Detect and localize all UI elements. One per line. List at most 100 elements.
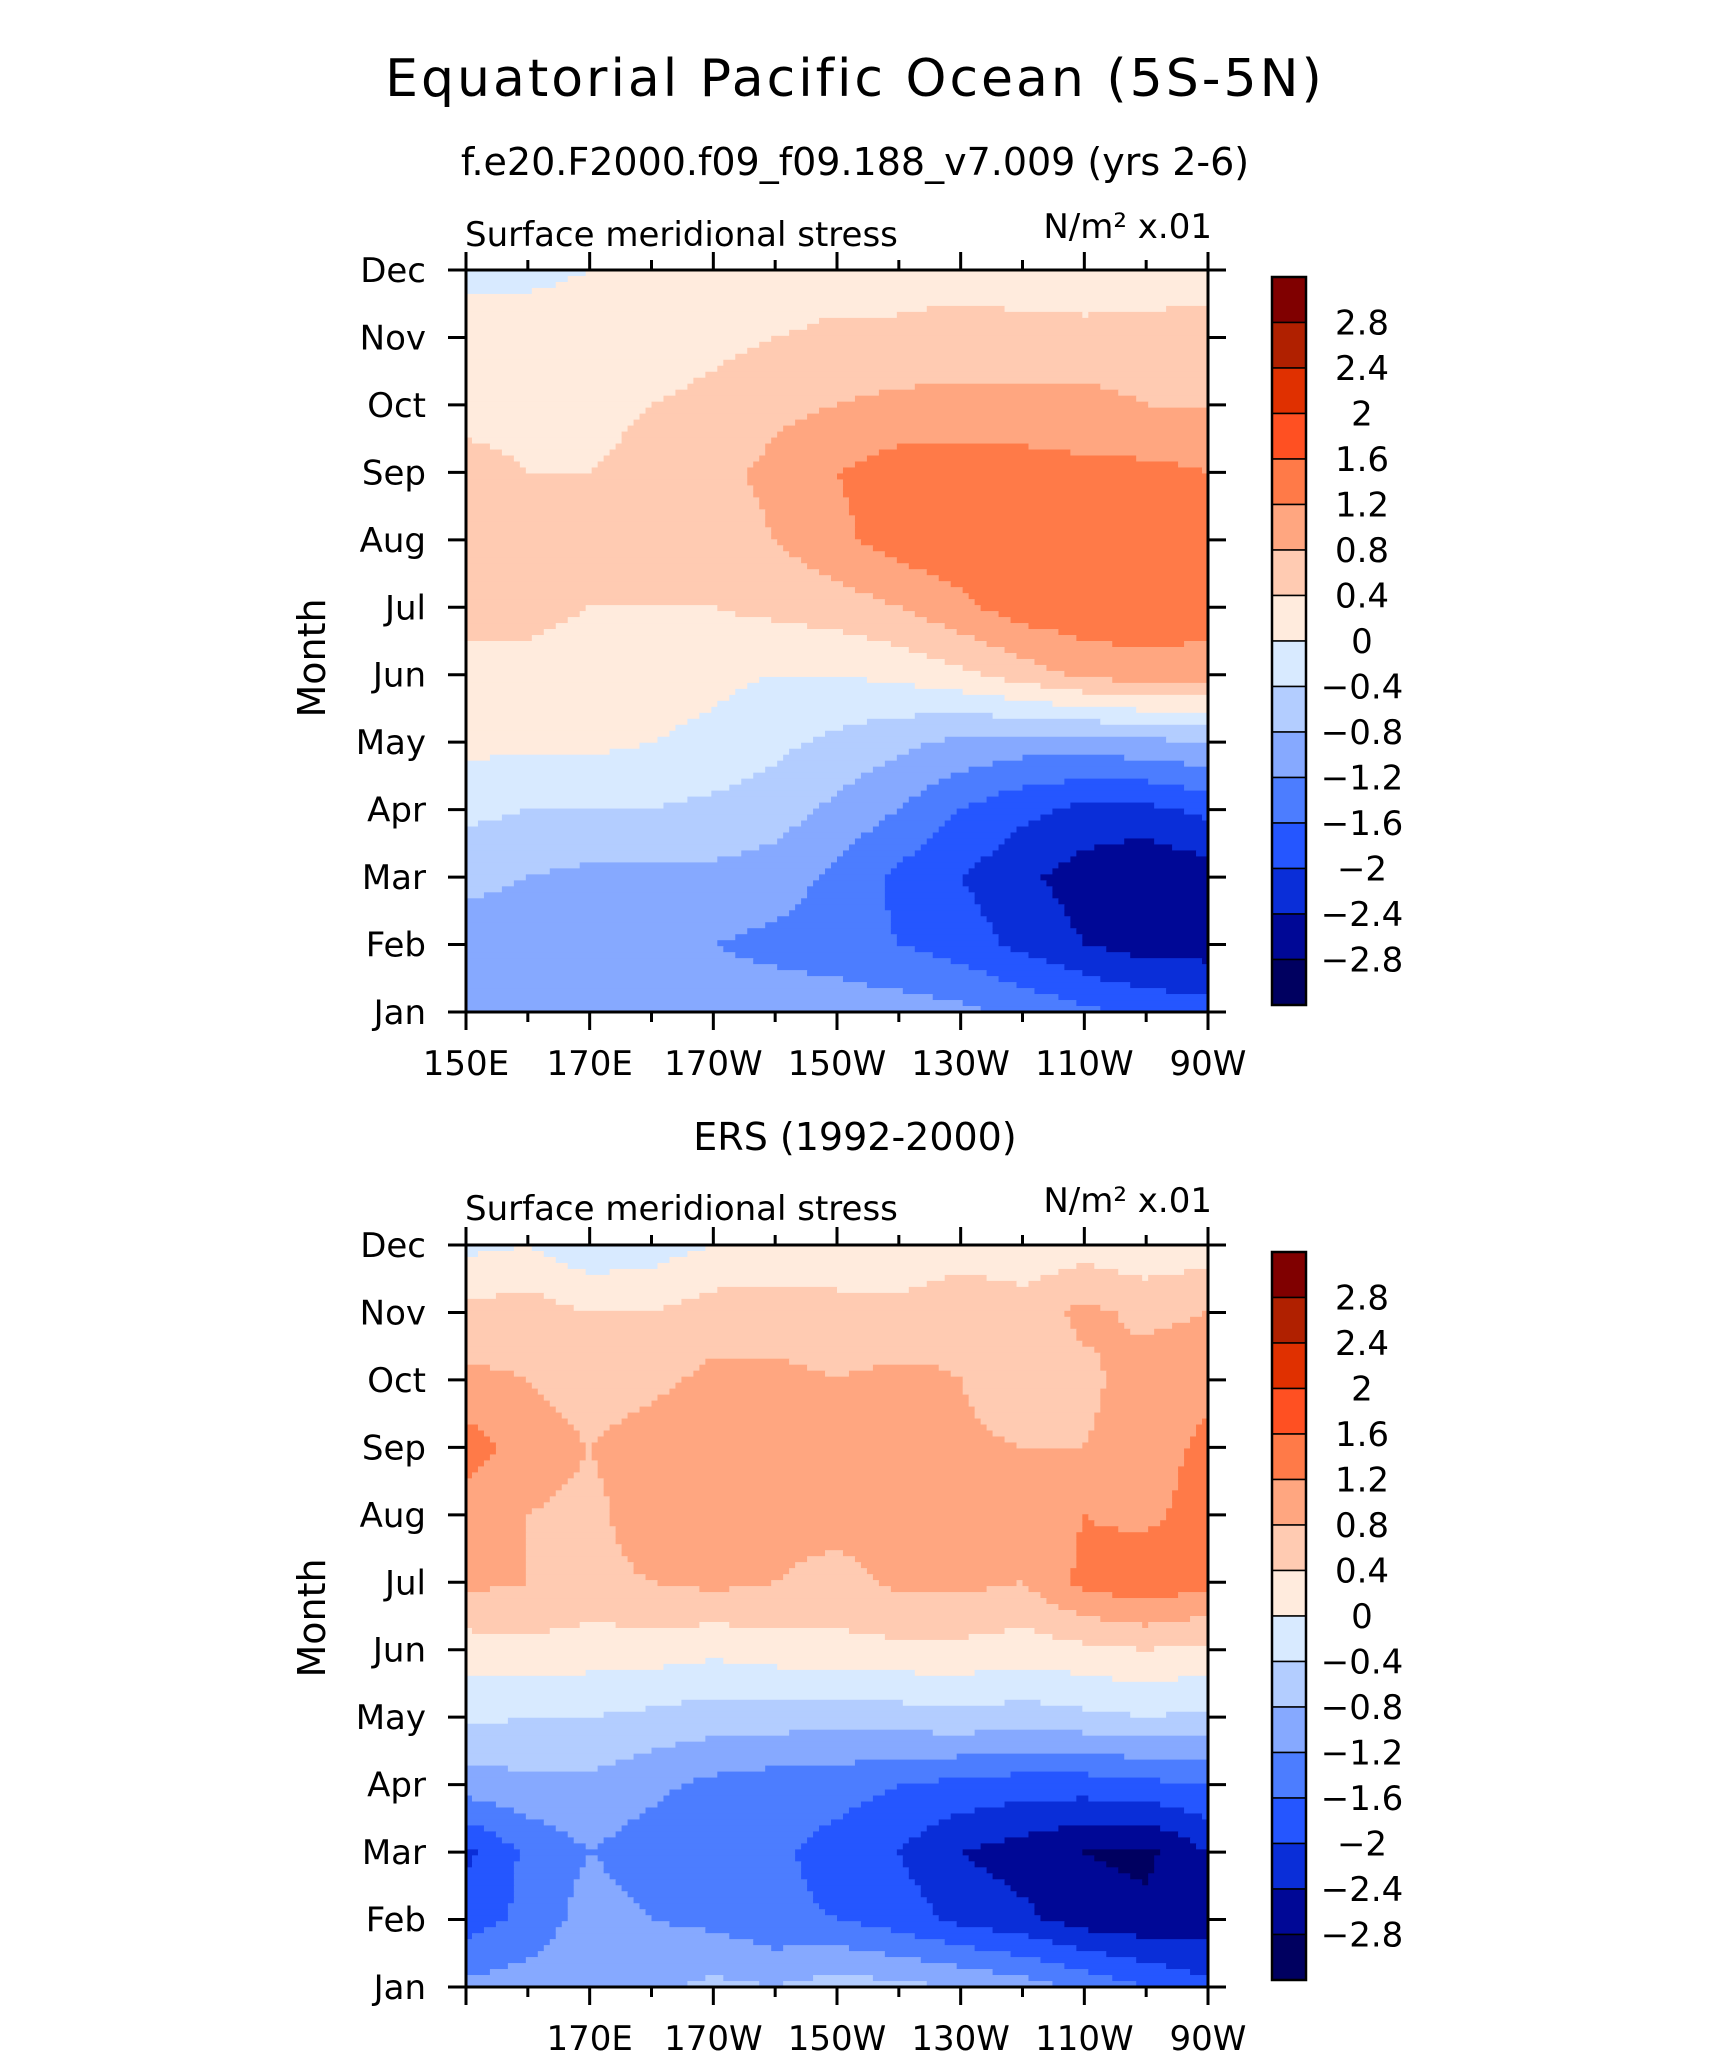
heatmap-cell [1100, 383, 1208, 391]
heatmap-cell [466, 1735, 706, 1743]
heatmap-cell [466, 928, 748, 935]
heatmap-cell [543, 1250, 689, 1258]
heatmap-cell [962, 688, 1083, 696]
y-tick-label: Mar [362, 858, 426, 898]
heatmap-cell [466, 718, 689, 726]
heatmap-cell [807, 892, 886, 899]
heatmap-cell [765, 449, 880, 457]
colorbar-swatch [1271, 594, 1307, 642]
colorbar-swatch [1271, 1842, 1307, 1890]
heatmap-cell [1076, 1334, 1208, 1342]
heatmap-cell [1034, 1627, 1208, 1635]
heatmap-cell [657, 1580, 772, 1587]
heatmap-cell [466, 1819, 545, 1827]
heatmap-cell [466, 527, 772, 534]
heatmap-cell [944, 1274, 988, 1282]
y-tick-label: Jun [371, 1631, 426, 1671]
heatmap-cell [466, 1340, 1083, 1348]
heatmap-cell [466, 736, 659, 744]
heatmap-cell [944, 820, 1030, 828]
heatmap-cell [866, 718, 1101, 726]
heatmap-cell [842, 784, 928, 792]
heatmap-cell [1076, 1562, 1208, 1569]
colorbar-swatch [1271, 1615, 1307, 1663]
heatmap-cell [466, 599, 886, 606]
heatmap-cell [807, 1837, 910, 1844]
heatmap-cell [968, 593, 1208, 600]
heatmap-cell [1094, 1418, 1203, 1426]
heatmap-cell [1058, 994, 1208, 1001]
heatmap-cell [507, 1909, 569, 1916]
heatmap-cell [657, 1262, 1077, 1270]
heatmap-cell [1094, 1855, 1155, 1862]
colorbar-swatch [1271, 685, 1307, 733]
heatmap-cell [1202, 467, 1208, 475]
heatmap-cell [842, 724, 1208, 732]
heatmap-cell [932, 832, 1012, 840]
heatmap-cell [813, 1975, 874, 1982]
heatmap-cell [950, 1813, 1203, 1821]
heatmap-cell [932, 994, 1060, 1001]
heatmap-cell [890, 1586, 988, 1593]
heatmap-cell [890, 868, 970, 875]
heatmap-cell [633, 1897, 814, 1904]
heatmap-cell [681, 1376, 964, 1384]
heatmap-cell [819, 569, 928, 576]
heatmap-cell [597, 1765, 766, 1773]
heatmap-cell [986, 1424, 1095, 1432]
heatmap-cell [831, 862, 898, 869]
heatmap-cell [466, 850, 742, 858]
heatmap-cell [1154, 838, 1208, 846]
heatmap-cell [1172, 1496, 1208, 1503]
heatmap-cell [747, 479, 844, 487]
heatmap-cell [1088, 1927, 1208, 1934]
heatmap-cell [1154, 1645, 1208, 1653]
heatmap-cell [466, 1903, 509, 1910]
heatmap-cell [926, 1981, 1054, 1987]
y-tick-label: Nov [360, 318, 426, 358]
heatmap-cell [466, 1927, 485, 1934]
heatmap-cell [884, 898, 976, 905]
heatmap-cell [513, 1370, 694, 1378]
heatmap-cell [1136, 1645, 1155, 1653]
colorbar-label: 1.2 [1335, 1461, 1389, 1501]
heatmap-cell [717, 1771, 1012, 1779]
heatmap-cell [585, 1268, 611, 1276]
heatmap-cell [466, 1939, 551, 1946]
heatmap-cell [466, 652, 928, 660]
heatmap-cell [489, 1454, 587, 1462]
heatmap-cell [543, 1819, 629, 1827]
heatmap-cell [807, 323, 1208, 331]
heatmap-cell [1148, 778, 1208, 786]
heatmap-cell [555, 1406, 641, 1414]
heatmap-cell [878, 820, 946, 828]
heatmap-cell [854, 515, 1208, 522]
heatmap-cell [1064, 910, 1208, 917]
heatmap-cell [896, 311, 1083, 319]
heatmap-cell [1094, 1346, 1208, 1354]
heatmap-cell [1082, 1442, 1191, 1450]
heatmap-cell [813, 880, 886, 887]
heatmap-cell [819, 407, 1208, 415]
heatmap-cell [1106, 1370, 1208, 1378]
colorbar-label: 0.8 [1335, 1506, 1389, 1546]
heatmap-cell [615, 1621, 700, 1629]
y-tick-label: Feb [366, 926, 426, 966]
heatmap-cell [466, 1568, 527, 1575]
heatmap-cell [765, 443, 898, 451]
heatmap-cell [466, 1370, 515, 1378]
heatmap-cell [687, 796, 832, 804]
heatmap-cell [579, 862, 832, 869]
heatmap-cell [466, 1448, 497, 1456]
heatmap-cell [1028, 1897, 1208, 1904]
heatmap-cell [687, 1981, 760, 1987]
heatmap-cell [1112, 1975, 1208, 1982]
y-axis-label: Month [290, 1558, 334, 1677]
heatmap-cell [1010, 1885, 1208, 1892]
heatmap-cell [466, 317, 820, 325]
heatmap-cell [1088, 1436, 1191, 1444]
colorbar-swatch [1271, 1342, 1307, 1390]
heatmap-cell [555, 1256, 671, 1264]
heatmap-cell [872, 1574, 1071, 1581]
heatmap-cell [980, 910, 1065, 917]
